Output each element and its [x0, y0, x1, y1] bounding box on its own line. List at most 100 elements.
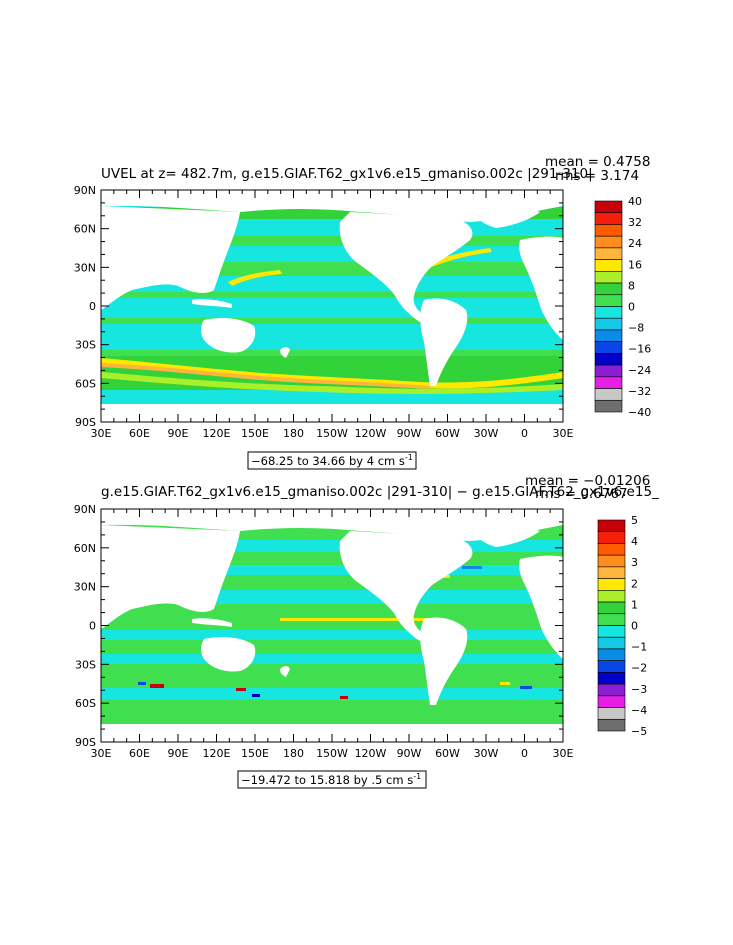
x-tick-label: 180	[283, 747, 304, 760]
x-tick-label: 120W	[355, 747, 387, 760]
x-tick-label: 90E	[168, 427, 189, 440]
colorbar-label: 16	[628, 258, 642, 271]
colorbar: 5 4 3 2 1 0 −1 −2 −3 −4 −5	[597, 514, 647, 738]
colorbar: 40 32 24 16 8 0 −8 −16 −24 −32 −40	[594, 195, 651, 419]
map-field	[101, 190, 563, 422]
x-tick-label: 0	[521, 427, 528, 440]
y-tick-label: 60N	[74, 542, 96, 555]
colorbar-swatch	[594, 235, 623, 249]
range-label: −68.25 to 34.66 by 4 cm s-1	[251, 453, 413, 468]
colorbar-label: −32	[628, 385, 651, 398]
y-tick-label: 30N	[74, 261, 96, 274]
x-tick-label: 120E	[203, 747, 231, 760]
colorbar-swatch	[597, 613, 626, 626]
y-tick-label: 90S	[75, 736, 96, 749]
x-tick-label: 150W	[316, 747, 348, 760]
y-tick-label: 30N	[74, 581, 96, 594]
colorbar-swatch	[594, 294, 623, 307]
colorbar-label: 32	[628, 216, 642, 229]
x-tick-label: 120E	[203, 427, 231, 440]
colorbar-swatch	[597, 672, 626, 685]
colorbar-swatch	[597, 660, 626, 673]
colorbar-swatch	[594, 399, 623, 413]
panel-difference: g.e15.GIAF.T62_gx1v6.e15_gmaniso.002c |2…	[74, 473, 659, 789]
colorbar-label: −8	[628, 322, 644, 335]
colorbar-label: 0	[631, 620, 638, 633]
colorbar-swatch	[597, 648, 626, 661]
x-tick-label: 30E	[91, 747, 112, 760]
colorbar-swatch	[597, 625, 626, 638]
colorbar-swatch	[594, 282, 623, 296]
colorbar-swatch	[594, 341, 623, 354]
x-tick-label: 60E	[129, 427, 150, 440]
colorbar-swatch	[594, 247, 623, 260]
axes: 30E 60E 90E 120E 150E 180 150W 120W 90W 60W 30W 0 30…	[74, 184, 574, 440]
colorbar-label: −40	[628, 406, 651, 419]
colorbar-label: 8	[628, 279, 635, 292]
colorbar-swatch	[594, 259, 623, 272]
panel-title: UVEL at z= 482.7m, g.e15.GIAF.T62_gx1v6.…	[101, 166, 593, 182]
x-tick-label: 120W	[355, 427, 387, 440]
x-tick-label: 60W	[435, 427, 460, 440]
colorbar-swatch	[594, 329, 623, 342]
stat-mean: mean = 0.4758	[545, 154, 650, 170]
colorbar-swatch	[597, 718, 626, 732]
colorbar-swatch	[594, 306, 623, 319]
y-tick-label: 60S	[75, 377, 96, 390]
panel-title: g.e15.GIAF.T62_gx1v6.e15_gmaniso.002c |2…	[101, 484, 659, 500]
colorbar-swatch	[597, 695, 626, 708]
colorbar-swatch	[597, 578, 626, 591]
y-tick-label: 30S	[75, 658, 96, 671]
x-tick-label: 150E	[241, 427, 269, 440]
x-tick-label: 180	[283, 427, 304, 440]
y-tick-label: 60S	[75, 697, 96, 710]
x-tick-label: 30E	[91, 427, 112, 440]
colorbar-swatch	[597, 519, 626, 533]
y-tick-label: 0	[89, 620, 96, 633]
range-box	[237, 770, 427, 789]
colorbar-swatch	[594, 271, 623, 284]
colorbar-swatch	[594, 224, 623, 237]
colorbar-swatch	[594, 200, 623, 214]
range-box	[247, 451, 417, 470]
colorbar-swatch	[597, 531, 626, 544]
colorbar-label: −16	[628, 343, 651, 356]
colorbar-label: 0	[628, 301, 635, 314]
colorbar-swatch	[597, 601, 626, 615]
x-tick-label: 30E	[553, 427, 574, 440]
colorbar-swatch	[594, 388, 623, 401]
colorbar-label: −5	[631, 725, 647, 738]
x-tick-label: 90E	[168, 747, 189, 760]
colorbar-swatch	[597, 554, 626, 568]
x-tick-label: 60E	[129, 747, 150, 760]
x-tick-label: 30E	[553, 747, 574, 760]
axes: 30E 60E 90E 120E 150E 180 150W 120W 90W 60W 30W 0 30…	[74, 503, 574, 760]
y-tick-label: 90N	[74, 503, 96, 516]
colorbar-swatch	[597, 707, 626, 720]
colorbar-swatch	[597, 566, 626, 579]
colorbar-swatch	[594, 317, 623, 331]
x-tick-label: 150W	[316, 427, 348, 440]
colorbar-swatch	[597, 683, 626, 697]
colorbar-swatch	[597, 636, 626, 650]
y-tick-label: 0	[89, 300, 96, 313]
colorbar-label: 40	[628, 195, 642, 208]
colorbar-label: −4	[631, 704, 647, 717]
colorbar-label: 4	[631, 535, 638, 548]
colorbar-label: 5	[631, 514, 638, 527]
colorbar-swatch	[594, 212, 623, 225]
x-tick-label: 150E	[241, 747, 269, 760]
colorbar-label: −2	[631, 662, 647, 675]
panel-uvel: UVEL at z= 482.7m, g.e15.GIAF.T62_gx1v6.…	[74, 154, 651, 470]
map-field	[101, 509, 563, 742]
colorbar-label: 3	[631, 556, 638, 569]
x-tick-label: 0	[521, 747, 528, 760]
y-tick-label: 60N	[74, 223, 96, 236]
colorbar-swatch	[594, 364, 623, 378]
colorbar-swatch	[594, 353, 623, 366]
x-tick-label: 90W	[397, 427, 422, 440]
x-tick-label: 30W	[474, 427, 499, 440]
colorbar-label: −1	[631, 641, 647, 654]
colorbar-swatch	[594, 376, 623, 389]
